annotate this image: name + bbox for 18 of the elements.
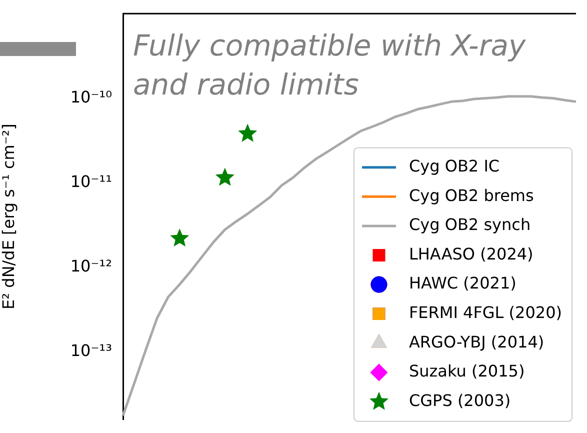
y-tick-label: 10⁻¹¹ <box>70 172 112 191</box>
legend-label: Suzaku (2015) <box>408 362 525 381</box>
point <box>215 168 234 186</box>
legend-label: ARGO-YBJ (2014) <box>408 332 544 352</box>
y-tick-label: 10⁻¹² <box>70 256 112 276</box>
legend-label: Cyg OB2 brems <box>408 186 534 205</box>
y-axis-title: E² dN/dE [erg s⁻¹ cm⁻²] <box>0 124 18 310</box>
legend-label: CGPS (2003) <box>408 390 511 410</box>
legend-label: LHAASO (2024) <box>408 244 534 264</box>
y-tick-label: 10⁻¹⁰ <box>70 87 112 106</box>
legend-label: FERMI 4FGL (2020) <box>408 303 562 322</box>
annotation: Fully compatible with X-ray and radio limits <box>133 28 527 102</box>
legend-label: Cyg OB2 IC <box>408 156 500 176</box>
y-tick-label: 10⁻¹³ <box>70 341 112 360</box>
legend-label: HAWC (2021) <box>408 274 516 293</box>
point <box>238 124 258 142</box>
legend-label: Cyg OB2 synch <box>408 215 531 234</box>
point <box>170 228 190 247</box>
